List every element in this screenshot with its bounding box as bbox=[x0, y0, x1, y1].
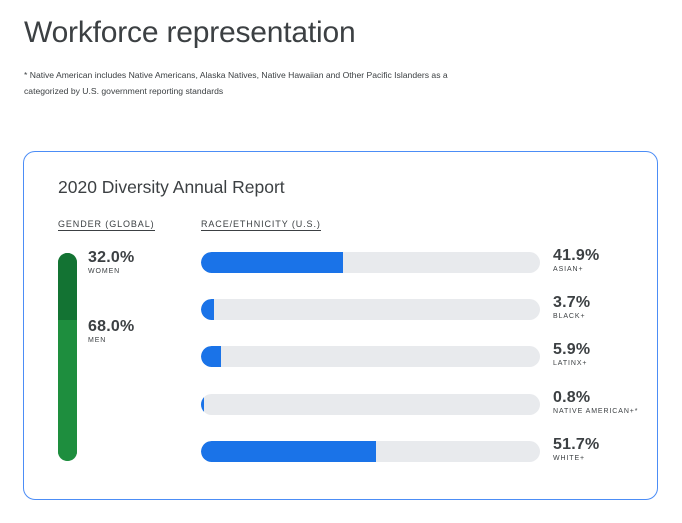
race-fill bbox=[201, 394, 204, 415]
race-fill bbox=[201, 299, 214, 320]
race-value: 5.9% bbox=[553, 341, 591, 358]
race-track bbox=[201, 252, 540, 273]
race-stat: 5.9% LATINX+ bbox=[553, 341, 590, 367]
gender-value: 32.0% bbox=[88, 249, 135, 266]
race-stat: 51.7% WHITE+ bbox=[553, 436, 599, 462]
race-row-black: 3.7% BLACK+ bbox=[201, 294, 641, 323]
race-fill bbox=[201, 441, 377, 462]
race-label: BLACK+ bbox=[553, 313, 586, 320]
race-fill bbox=[201, 252, 344, 273]
race-value: 51.7% bbox=[553, 436, 600, 453]
diversity-report-card: 2020 Diversity Annual Report GENDER (GLO… bbox=[23, 151, 658, 500]
race-track bbox=[201, 346, 540, 367]
gender-label: WOMEN bbox=[88, 268, 121, 275]
race-heading: RACE/ETHNICITY (U.S.) bbox=[201, 219, 321, 231]
race-value: 3.7% bbox=[553, 294, 591, 311]
gender-bar bbox=[58, 253, 77, 461]
gender-segment-men bbox=[58, 319, 77, 461]
race-stat: 0.8% NATIVE AMERICAN+* bbox=[553, 389, 638, 415]
gender-value: 68.0% bbox=[88, 318, 135, 335]
gender-label: MEN bbox=[88, 337, 107, 344]
race-row-latinx: 5.9% LATINX+ bbox=[201, 341, 641, 370]
race-fill bbox=[201, 346, 221, 367]
race-label: LATINX+ bbox=[553, 360, 588, 367]
race-row-white: 51.7% WHITE+ bbox=[201, 436, 641, 465]
gender-stat-women: 32.0% WOMEN bbox=[88, 249, 134, 275]
race-label: WHITE+ bbox=[553, 455, 586, 462]
race-row-native-american: 0.8% NATIVE AMERICAN+* bbox=[201, 389, 641, 418]
race-stat: 41.9% ASIAN+ bbox=[553, 247, 599, 273]
race-label: ASIAN+ bbox=[553, 266, 584, 273]
race-value: 0.8% bbox=[553, 389, 591, 406]
report-title: 2020 Diversity Annual Report bbox=[58, 177, 285, 197]
race-stat: 3.7% BLACK+ bbox=[553, 294, 590, 320]
page-title: Workforce representation bbox=[24, 16, 356, 49]
race-row-asian: 41.9% ASIAN+ bbox=[201, 247, 641, 276]
race-label: NATIVE AMERICAN+* bbox=[553, 408, 639, 415]
gender-segment-women bbox=[58, 253, 77, 320]
race-track bbox=[201, 394, 540, 415]
race-value: 41.9% bbox=[553, 247, 600, 264]
race-track bbox=[201, 299, 540, 320]
gender-stat-men: 68.0% MEN bbox=[88, 318, 134, 344]
race-track bbox=[201, 441, 540, 462]
gender-heading: GENDER (GLOBAL) bbox=[58, 219, 155, 231]
footnote: * Native American includes Native Americ… bbox=[24, 70, 448, 96]
